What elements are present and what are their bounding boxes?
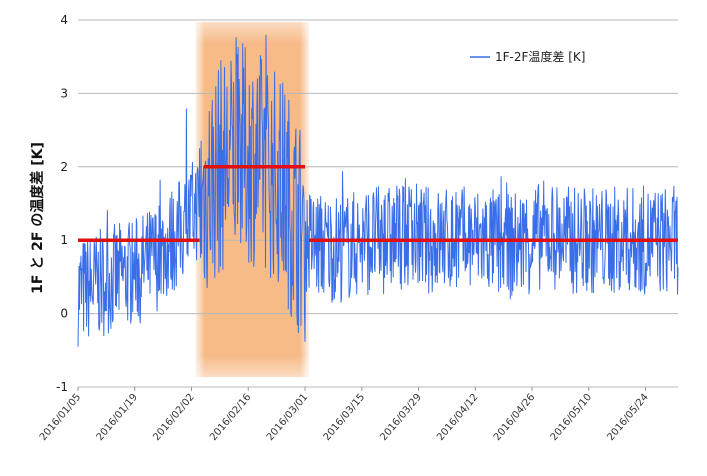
y-tick-label: -1 [56,380,68,394]
x-tick-label: 2016/01/19 [95,392,140,443]
x-tick-label: 2016/03/01 [265,392,310,443]
legend: 1F-2F温度差 [K] [470,49,585,64]
x-tick-label: 2016/04/12 [435,392,480,443]
y-tick-label: 3 [60,86,68,100]
y-tick-label: 4 [60,13,68,27]
series-layer [77,34,679,347]
x-tick-label: 2016/03/29 [378,392,423,443]
x-tick-label: 2016/03/15 [322,392,367,443]
mean-lines-layer [78,165,678,242]
x-tick-label: 2016/05/10 [549,392,594,443]
y-axis-label: 1F と 2F の温度差 [K] [29,142,46,294]
x-tick-label: 2016/01/05 [38,392,83,443]
y-tick-label: 1 [60,233,68,247]
legend-label: 1F-2F温度差 [K] [495,49,585,64]
y-tick-label: 2 [60,160,68,174]
series-line-1f-2f [77,34,679,347]
x-tick-label: 2016/04/26 [492,392,537,443]
x-tick-label: 2016/02/16 [208,392,253,443]
x-tick-label: 2016/05/24 [605,392,650,443]
x-tick-label: 2016/02/02 [151,392,196,443]
y-tick-label: 0 [60,307,68,321]
